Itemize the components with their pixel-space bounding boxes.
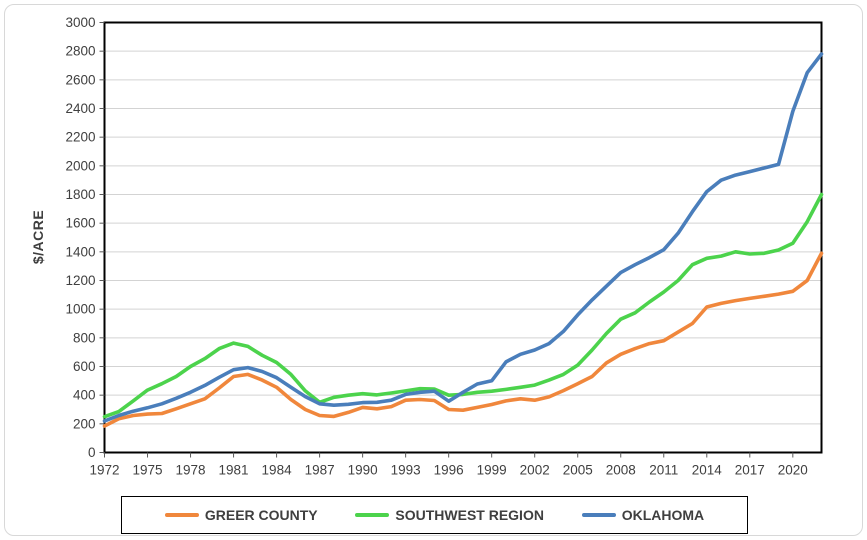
x-tick-label: 1978 bbox=[176, 463, 206, 478]
legend-item-oklahoma[interactable]: OKLAHOMA bbox=[581, 507, 705, 523]
y-tick-label: 3000 bbox=[65, 15, 95, 30]
y-tick-label: 400 bbox=[73, 388, 96, 403]
y-tick-label: 1800 bbox=[65, 187, 95, 202]
x-tick-label: 2008 bbox=[606, 463, 636, 478]
x-tick-label: 2017 bbox=[735, 463, 765, 478]
legend-swatch-southwest-region bbox=[355, 513, 390, 517]
x-tick-label: 2005 bbox=[563, 463, 593, 478]
x-tick-label: 1990 bbox=[348, 463, 378, 478]
y-tick-label: 200 bbox=[73, 416, 96, 431]
x-tick-label: 1981 bbox=[219, 463, 249, 478]
y-tick-label: 800 bbox=[73, 330, 96, 345]
legend[interactable]: GREER COUNTY SOUTHWEST REGION OKLAHOMA bbox=[121, 496, 748, 534]
y-tick-label: 1200 bbox=[65, 273, 95, 288]
x-tick-label: 1996 bbox=[434, 463, 464, 478]
y-axis-title: $/ACRE bbox=[30, 209, 46, 265]
x-tick-label: 1972 bbox=[89, 463, 119, 478]
plot-border bbox=[103, 21, 823, 454]
x-tick-label: 1999 bbox=[477, 463, 507, 478]
y-tick-label: 2600 bbox=[65, 72, 95, 87]
x-tick-label: 2014 bbox=[692, 463, 723, 478]
x-tick-label: 2011 bbox=[649, 463, 678, 478]
y-tick-label: 2400 bbox=[65, 101, 95, 116]
x-tick-label: 1975 bbox=[132, 463, 162, 478]
y-tick-label: 2800 bbox=[65, 44, 95, 59]
x-tick-label: 2002 bbox=[520, 463, 550, 478]
x-tick-label: 1993 bbox=[391, 463, 421, 478]
y-tick-label: 1000 bbox=[65, 302, 95, 317]
y-tick-label: 2000 bbox=[65, 158, 95, 173]
legend-label-oklahoma: OKLAHOMA bbox=[621, 507, 705, 523]
x-tick-label: 1984 bbox=[262, 463, 293, 478]
y-tick-label: 1400 bbox=[65, 244, 95, 259]
x-tick-label: 1987 bbox=[305, 463, 335, 478]
legend-label-greer-county: GREER COUNTY bbox=[204, 507, 318, 523]
y-tick-label: 2200 bbox=[65, 130, 95, 145]
y-tick-label: 1600 bbox=[65, 216, 95, 231]
series-line-oklahoma[interactable] bbox=[102, 52, 824, 423]
y-tick-label: 600 bbox=[73, 359, 96, 374]
legend-item-greer-county[interactable]: GREER COUNTY bbox=[164, 507, 318, 523]
y-tick-label: 0 bbox=[88, 445, 96, 460]
legend-swatch-greer-county bbox=[164, 513, 199, 517]
x-tick-label: 2020 bbox=[778, 463, 808, 478]
series-line-greer-county[interactable] bbox=[102, 251, 824, 428]
legend-label-southwest-region: SOUTHWEST REGION bbox=[395, 507, 544, 523]
legend-swatch-oklahoma bbox=[581, 513, 616, 517]
legend-item-southwest-region[interactable]: SOUTHWEST REGION bbox=[355, 507, 544, 523]
